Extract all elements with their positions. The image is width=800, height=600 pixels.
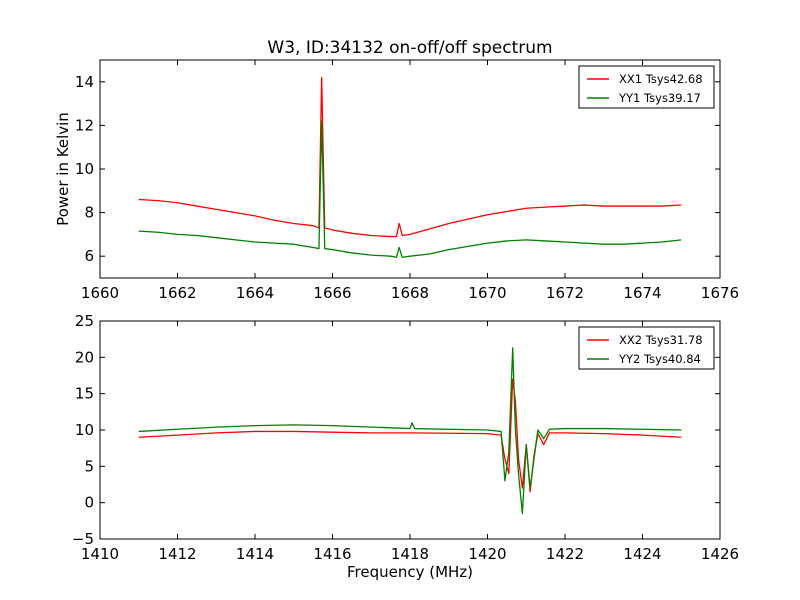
x-tick-label: 1672 [546,284,584,302]
y-tick-label: 10 [75,160,94,178]
x-tick-label: 1418 [391,545,429,563]
x-tick-label: 1414 [236,545,274,563]
x-tick-label: 1410 [81,545,119,563]
y-tick-label: 25 [75,312,94,330]
y-tick-label: 15 [75,385,94,403]
y-tick-label: 5 [84,457,94,475]
legend: XX2 Tsys31.78 YY2 Tsys40.84 [578,326,715,370]
y-tick-label: 12 [75,116,94,134]
legend-box [578,326,715,370]
y-tick-label: 14 [75,73,94,91]
x-tick-label: 1426 [701,545,739,563]
legend: XX1 Tsys42.68 YY1 Tsys39.17 [578,65,715,109]
x-tick-label: 1422 [546,545,584,563]
top-panel: 1660 1662 1664 1666 1668 1670 1672 1674 1676 6 8 10… [54,59,739,302]
y-tick-label: 8 [84,204,94,222]
x-axis-label: Frequency (MHz) [347,563,473,581]
legend-label: XX2 Tsys31.78 [619,333,703,347]
figure-title: W3, ID:34132 on-off/off spectrum [267,38,552,58]
legend-label: YY1 Tsys39.17 [618,91,701,105]
series-line-red [138,378,682,493]
bottom-panel: 1410 1412 1414 1416 1418 1420 1422 1424 1426 −5 0 5… [72,312,739,581]
series-line-green [138,347,682,515]
x-tick-label: 1660 [81,284,119,302]
series-line-red [138,76,682,238]
y-tick-label: 10 [75,421,94,439]
x-tick-label: 1676 [701,284,739,302]
x-tick-label: 1424 [623,545,661,563]
x-tick-label: 1416 [313,545,351,563]
x-tick-label: 1668 [391,284,429,302]
legend-label: YY2 Tsys40.84 [618,352,701,366]
y-tick-label: −5 [72,530,94,548]
y-tick-label: 6 [84,247,94,265]
y-tick-label: 0 [84,494,94,512]
y-tick-label: 20 [75,348,94,366]
series-line-green [138,120,682,258]
x-tick-label: 1662 [158,284,196,302]
x-tick-label: 1666 [313,284,351,302]
legend-label: XX1 Tsys42.68 [619,72,703,86]
x-tick-label: 1674 [623,284,661,302]
x-tick-label: 1670 [468,284,506,302]
y-axis-label: Power in Kelvin [54,112,72,226]
x-tick-label: 1420 [468,545,506,563]
x-tick-label: 1412 [158,545,196,563]
x-tick-label: 1664 [236,284,274,302]
legend-box [578,65,715,109]
